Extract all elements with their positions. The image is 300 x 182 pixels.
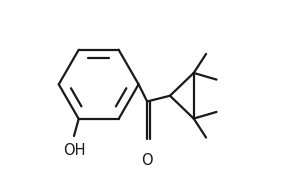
Text: O: O (141, 153, 153, 168)
Text: OH: OH (63, 143, 85, 158)
